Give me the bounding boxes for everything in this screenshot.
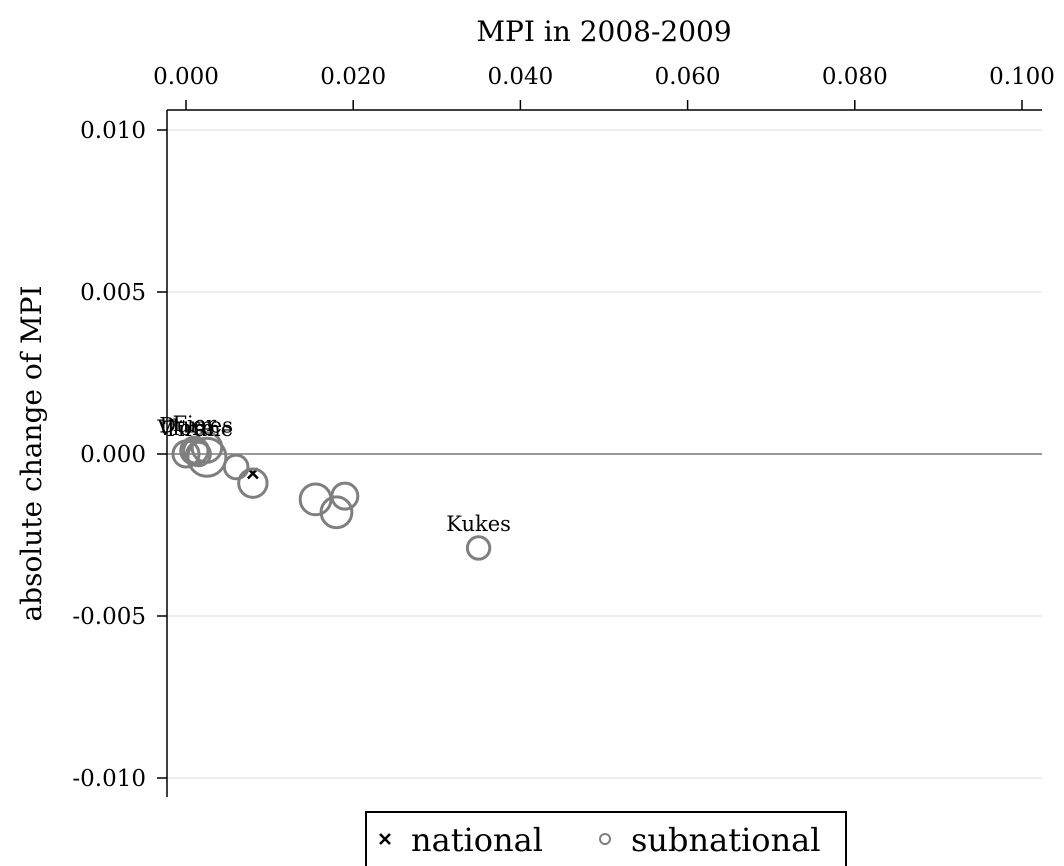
legend-national-label: national [411, 821, 543, 859]
point-label: Fier [172, 412, 217, 436]
x-tick-label: 0.060 [655, 64, 721, 90]
subnational-point [465, 535, 492, 561]
point-label: Kukes [446, 512, 511, 536]
point-label: Tirane [164, 417, 233, 441]
legend-box [365, 811, 847, 866]
subnational-point [319, 495, 354, 530]
data-points [171, 431, 492, 561]
legend-national-marker [379, 833, 391, 845]
subnational-point [330, 481, 360, 511]
x-tick-label: 0.080 [822, 64, 888, 90]
subnational-point [237, 467, 269, 499]
x-axis-title: MPI in 2008-2009 [476, 15, 731, 48]
point-label: Durres [159, 413, 233, 437]
legend: national subnational [365, 811, 847, 866]
point-label: Vlore [157, 416, 215, 440]
legend-subnational-marker [599, 833, 611, 845]
y-tick-label: 0.005 [80, 280, 146, 306]
legend-subnational-label: subnational [631, 821, 820, 859]
x-tick-label: 0.020 [320, 64, 386, 90]
axes: 0.000 0.020 0.040 0.060 0.080 0.100 0.010 0.005… [72, 64, 1055, 797]
subnational-point [222, 453, 250, 481]
y-tick-label: 0.000 [80, 442, 146, 468]
x-tick-label: 0.100 [989, 64, 1055, 90]
y-tick-label: 0.010 [80, 118, 146, 144]
y-tick-label: -0.005 [72, 604, 146, 630]
x-tick-label: 0.000 [153, 64, 219, 90]
y-axis-title: absolute change of MPI [15, 285, 48, 621]
subnational-point [186, 436, 228, 478]
x-tick-label: 0.040 [487, 64, 553, 90]
y-tick-label: -0.010 [72, 766, 146, 792]
